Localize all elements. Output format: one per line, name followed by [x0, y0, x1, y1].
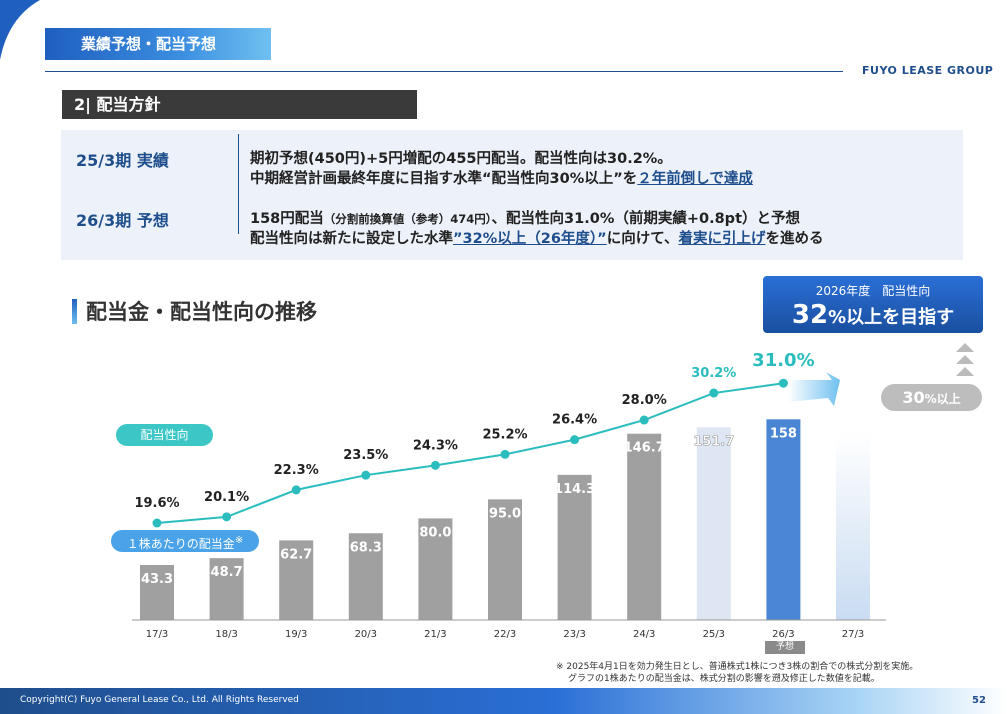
dividend-label-22-3: 95.0	[489, 506, 521, 521]
highlight-steady-increase: 着実に引上げ	[678, 231, 766, 247]
ratio-label-21-3: 24.3%	[413, 438, 458, 453]
ratio-label-17-3: 19.6%	[134, 496, 179, 511]
period-label-25-3: 25/3期 実績	[76, 151, 169, 170]
target-callout: 2026年度 配当性向 32%以上を目指す	[763, 276, 983, 333]
dividend-bar-18-3	[209, 558, 244, 620]
dividend-label-19-3: 62.7	[280, 547, 312, 562]
ratio-label-23-3: 26.4%	[552, 413, 597, 428]
ratio-point-20-3	[361, 470, 371, 480]
ratio-point-21-3	[430, 460, 440, 470]
ratio-point-26-3	[778, 378, 788, 388]
x-tick-23-3: 23/3	[563, 629, 585, 640]
ratio-point-25-3	[709, 388, 719, 398]
legend-dividend: １株あたりの配当金※	[111, 530, 259, 552]
ratio-label-24-3: 28.0%	[622, 393, 667, 408]
ratio-point-24-3	[639, 415, 649, 425]
footnote-line1: ※ 2025年4月1日を効力発生日とし、普通株式1株につき3株の割合での株式分割…	[556, 662, 919, 672]
policy-divider	[238, 134, 239, 234]
policy-row1-line1: 期初予想(450円)+5円増配の455円配当。配当性向は30.2%。	[250, 151, 672, 167]
highlight-two-years-early: ２年前倒しで達成	[637, 171, 753, 187]
policy-row2-line2: 配当性向は新たに設定した水準”32%以上（26年度）”に向けて、着実に引上げを進…	[250, 231, 824, 247]
trend-arrow-icon	[788, 372, 840, 406]
dividend-label-18-3: 48.7	[211, 565, 243, 580]
upward-chevrons-icon	[956, 343, 974, 376]
target-label: 2026年度 配当性向	[815, 284, 931, 298]
dividend-bar-17-3	[140, 565, 174, 620]
ratio-label-22-3: 25.2%	[482, 427, 527, 442]
section-tag: 業績予想・配当予想	[45, 28, 271, 60]
dividend-bar-25-3	[696, 427, 731, 620]
dividend-label-26-3: 158	[770, 426, 797, 441]
header-divider	[45, 71, 843, 72]
dividend-bar-23-3	[557, 474, 592, 620]
x-tick-25-3: 25/3	[703, 629, 725, 640]
period-label-26-3: 26/3期 予想	[76, 211, 169, 230]
ratio-point-23-3	[570, 435, 580, 445]
ratio-point-19-3	[291, 485, 301, 495]
x-tick-18-3: 18/3	[215, 629, 237, 640]
ratio-label-18-3: 20.1%	[204, 490, 249, 505]
target-bar-27-3	[836, 432, 870, 620]
forecast-tag: 予想	[765, 641, 805, 654]
subheading: 2| 配当方針	[62, 90, 417, 119]
chart-title-marker	[72, 299, 77, 324]
target-statement: 32%以上を目指す	[791, 300, 955, 330]
footnote-line2: グラフの1株あたりの配当金は、株式分割の影響を遡及修正した数値を記載。	[568, 674, 880, 684]
ratio-label-19-3: 22.3%	[274, 463, 319, 478]
highlight-32-percent: ”32%以上（26年度）”	[453, 231, 607, 247]
x-tick-27-3: 27/3	[842, 629, 864, 640]
dividend-label-21-3: 80.0	[419, 525, 451, 540]
ratio-label-25-3: 30.2%	[691, 366, 736, 381]
policy-row1-line2: 中期経営計画最終年度に目指す水準“配当性向30%以上”を２年前倒しで達成	[250, 171, 753, 187]
x-tick-22-3: 22/3	[494, 629, 516, 640]
dividend-bar-24-3	[627, 433, 662, 620]
dividend-bar-26-3	[766, 419, 801, 620]
ratio-label-20-3: 23.5%	[343, 448, 388, 463]
dividend-label-20-3: 68.3	[350, 540, 382, 555]
x-tick-21-3: 21/3	[424, 629, 446, 640]
company-logo: FUYO LEASE GROUP	[862, 64, 994, 77]
dividend-bar-20-3	[348, 533, 383, 620]
ratio-point-18-3	[222, 512, 232, 522]
x-tick-26-3: 26/3	[772, 629, 794, 640]
x-tick-24-3: 24/3	[633, 629, 655, 640]
ratio-line	[156, 382, 784, 524]
ratio-30-percent-pill: 30%以上	[881, 384, 982, 411]
x-tick-20-3: 20/3	[355, 629, 377, 640]
chart-title: 配当金・配当性向の推移	[86, 300, 317, 324]
dividend-label-23-3: 114.3	[554, 482, 595, 497]
dividend-bar-22-3	[488, 499, 522, 620]
ratio-point-17-3	[152, 518, 162, 528]
dividend-label-24-3: 146.7	[624, 441, 665, 456]
ratio-label-26-3: 31.0%	[752, 350, 814, 371]
copyright: Copyright(C) Fuyo General Lease Co., Ltd…	[20, 695, 299, 705]
dividend-label-25-3: 151.7	[693, 434, 734, 449]
footer-bar	[0, 688, 1007, 714]
ratio-point-22-3	[500, 449, 510, 459]
dividend-bar-21-3	[418, 518, 453, 620]
x-tick-17-3: 17/3	[146, 629, 168, 640]
policy-row2-line1: 158円配当（分割前換算値（参考）474円）、配当性向31.0%（前期実績+0.…	[250, 211, 800, 227]
dividend-label-17-3: 43.3	[141, 572, 173, 587]
page-number: 52	[972, 695, 986, 706]
dividend-policy-box	[61, 130, 963, 260]
corner-decoration	[0, 0, 40, 60]
dividend-bar-19-3	[279, 540, 314, 620]
legend-ratio: 配当性向	[116, 424, 213, 446]
x-tick-19-3: 19/3	[285, 629, 307, 640]
